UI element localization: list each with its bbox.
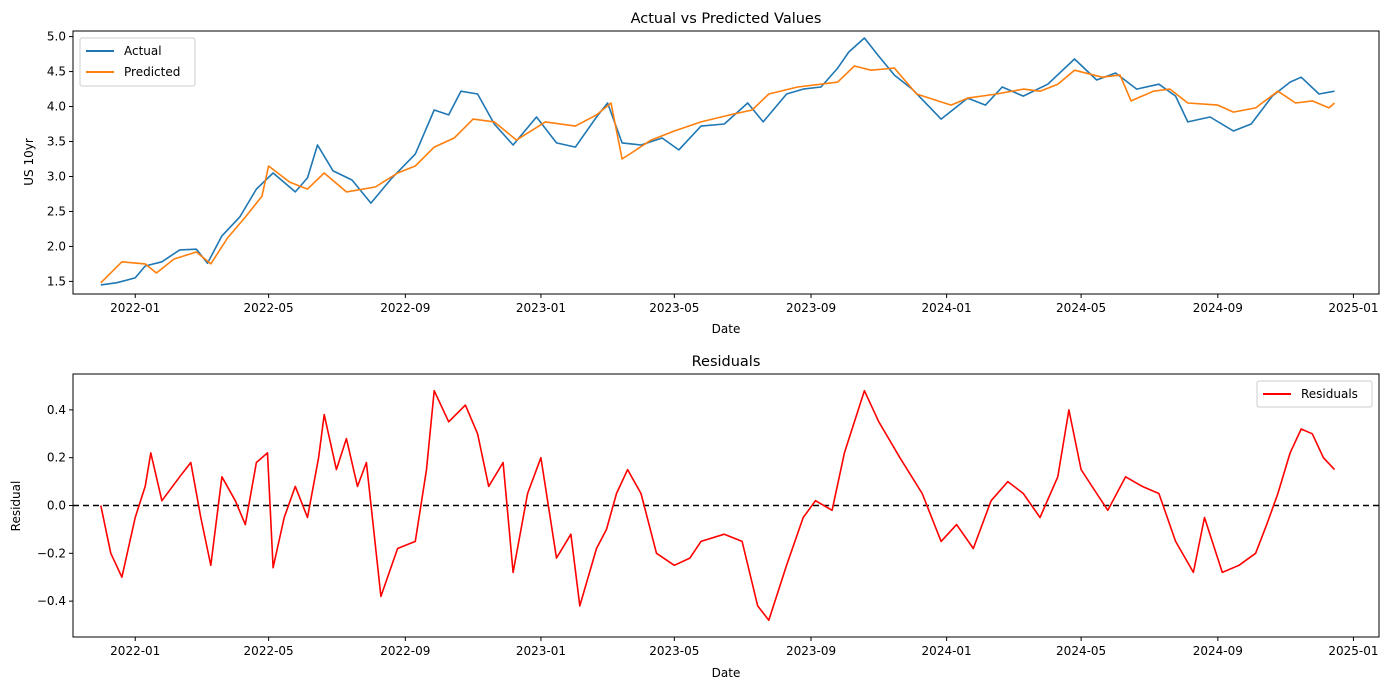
x-tick-group-top: 2022-01 2022-05 2022-09 2023-01 2023-05 2023-… (110, 294, 1379, 315)
y-tick-label: 3.5 (47, 135, 66, 149)
x-tick-label: 2023-01 (516, 301, 566, 315)
x-tick-label: 2023-05 (649, 644, 699, 658)
series-line-actual (100, 37, 1335, 286)
series-line-predicted (100, 65, 1336, 284)
y-tick-label: 0.4 (47, 403, 66, 417)
x-tick-label: 2023-01 (516, 644, 566, 658)
chart-residuals: Residuals 2022-01 2022-05 2022-09 2023-01 20… (9, 354, 1380, 680)
x-tick-label: 2024-01 (922, 301, 972, 315)
x-tick-label: 2024-09 (1193, 301, 1243, 315)
y-tick-label: 3.0 (47, 169, 66, 183)
series-line-residuals (100, 389, 1336, 622)
y-axis-label-bottom: Residual (9, 481, 23, 532)
y-tick-label: 5.0 (47, 30, 66, 44)
y-tick-label: 0.2 (47, 451, 66, 465)
x-tick-label: 2022-05 (244, 301, 294, 315)
x-axis-label-top: Date (712, 322, 741, 336)
y-axis-label-top: US 10yr (22, 138, 36, 186)
x-tick-group-bottom: 2022-01 2022-05 2022-09 2023-01 2023-05 2023-… (110, 637, 1379, 658)
x-tick-label: 2024-01 (922, 644, 972, 658)
y-tick-label: 0.0 (47, 499, 66, 513)
legend-label-residuals: Residuals (1301, 387, 1358, 401)
x-tick-label: 2022-05 (244, 644, 294, 658)
x-tick-label: 2022-01 (110, 644, 160, 658)
x-tick-label: 2022-01 (110, 301, 160, 315)
x-tick-label: 2023-09 (786, 644, 836, 658)
x-tick-label: 2025-01 (1328, 644, 1378, 658)
x-tick-label: 2025-01 (1328, 301, 1378, 315)
series-group-top (100, 37, 1336, 286)
x-tick-label: 2022-09 (380, 644, 430, 658)
x-axis-label-bottom: Date (712, 666, 741, 680)
legend-top: Actual Predicted (79, 37, 196, 87)
plot-frame-top (72, 30, 1380, 295)
x-tick-label: 2023-05 (649, 301, 699, 315)
x-tick-label: 2024-05 (1056, 301, 1106, 315)
x-tick-label: 2023-09 (786, 301, 836, 315)
x-tick-label: 2024-05 (1056, 644, 1106, 658)
y-tick-label: −0.2 (37, 546, 66, 560)
x-tick-label: 2024-09 (1193, 644, 1243, 658)
chart-title-bottom: Residuals (692, 354, 761, 370)
chart-title-top: Actual vs Predicted Values (631, 11, 822, 27)
y-tick-group-bottom: −0.4 −0.2 0.0 0.2 0.4 (37, 403, 73, 608)
legend-label-predicted: Predicted (124, 65, 180, 79)
x-tick-label: 2022-09 (380, 301, 430, 315)
legend-bottom: Residuals (1256, 380, 1373, 408)
y-tick-label: 4.5 (47, 65, 66, 79)
chart-actual-vs-predicted: Actual vs Predicted Values 2022-01 2022-0… (22, 11, 1380, 336)
y-tick-label: 1.5 (47, 274, 66, 288)
y-tick-group-top: 1.5 2.0 2.5 3.0 3.5 4.0 4.5 5.0 (47, 30, 73, 288)
legend-label-actual: Actual (124, 44, 162, 58)
y-tick-label: −0.4 (37, 594, 66, 608)
y-tick-label: 4.0 (47, 100, 66, 114)
y-tick-label: 2.5 (47, 204, 66, 218)
y-tick-label: 2.0 (47, 239, 66, 253)
series-group-bottom (100, 389, 1336, 622)
legend-frame-bottom (1256, 380, 1373, 408)
